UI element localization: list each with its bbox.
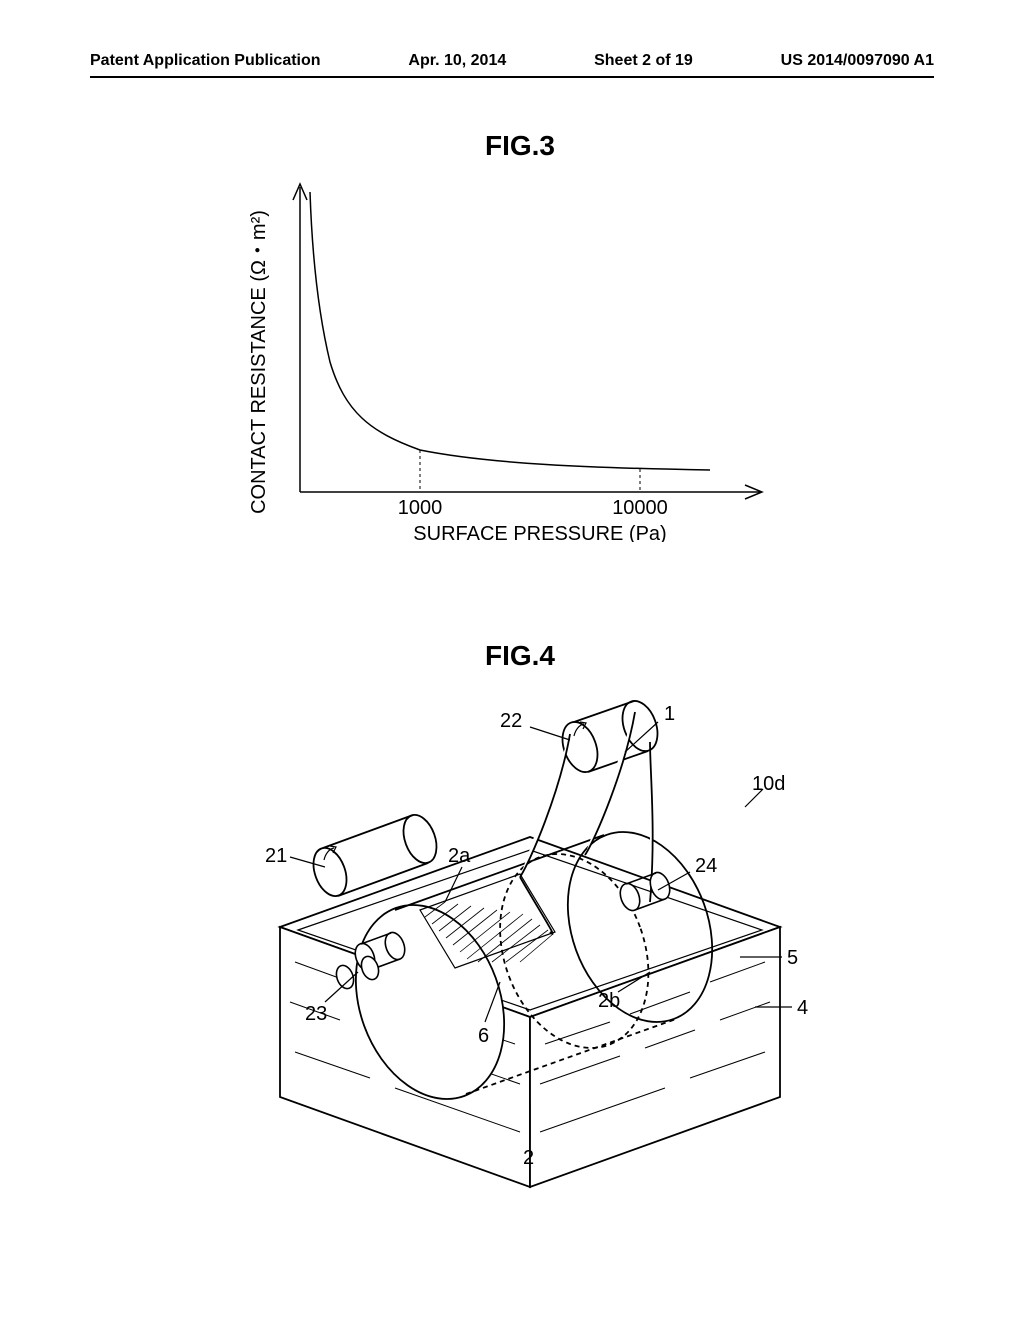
header-rule [90,76,934,78]
page-header: Patent Application Publication Apr. 10, … [0,52,1024,70]
fig3-title: FIG.3 [240,130,800,162]
fig3-axes [293,184,762,499]
fig4-label-23: 23 [305,1003,327,1025]
fig4-label-10d: 10d [752,773,785,795]
fig3-chart: CONTACT RESISTANCE (Ω・m²) 1000 10000 SUR… [240,162,800,542]
header-date: Apr. 10, 2014 [408,52,506,70]
header-publication: Patent Application Publication [90,52,321,70]
header-sheet: Sheet 2 of 19 [594,52,693,70]
fig3-xtick-1000: 1000 [398,497,443,519]
page: Patent Application Publication Apr. 10, … [0,0,1024,1320]
fig4-label-6: 6 [478,1025,489,1047]
fig4-diagram: 1 10d 22 21 2a 24 23 2b 6 5 4 2 [220,672,820,1192]
fig4-rotation-arrows [324,722,586,860]
fig3-xlabel: SURFACE PRESSURE (Pa) [413,523,666,542]
header-pubnumber: US 2014/0097090 A1 [781,52,934,70]
figure-4: FIG.4 [220,640,820,1197]
fig3-xtick-10000: 10000 [612,497,668,519]
fig4-title: FIG.4 [220,640,820,672]
fig4-label-22: 22 [500,710,522,732]
fig3-ylabel: CONTACT RESISTANCE (Ω・m²) [248,210,270,514]
fig4-label-2: 2 [523,1147,534,1169]
fig4-label-21: 21 [265,845,287,867]
figure-3: FIG.3 CONTACT RESISTANCE (Ω・m²) 1000 100… [240,130,800,547]
fig4-label-5: 5 [787,947,798,969]
fig4-label-4: 4 [797,997,808,1019]
fig4-label-24: 24 [695,855,717,877]
fig3-curve [310,192,710,470]
fig4-label-2b: 2b [598,990,620,1012]
fig4-label-2a: 2a [448,845,471,867]
fig4-label-1: 1 [664,703,675,725]
